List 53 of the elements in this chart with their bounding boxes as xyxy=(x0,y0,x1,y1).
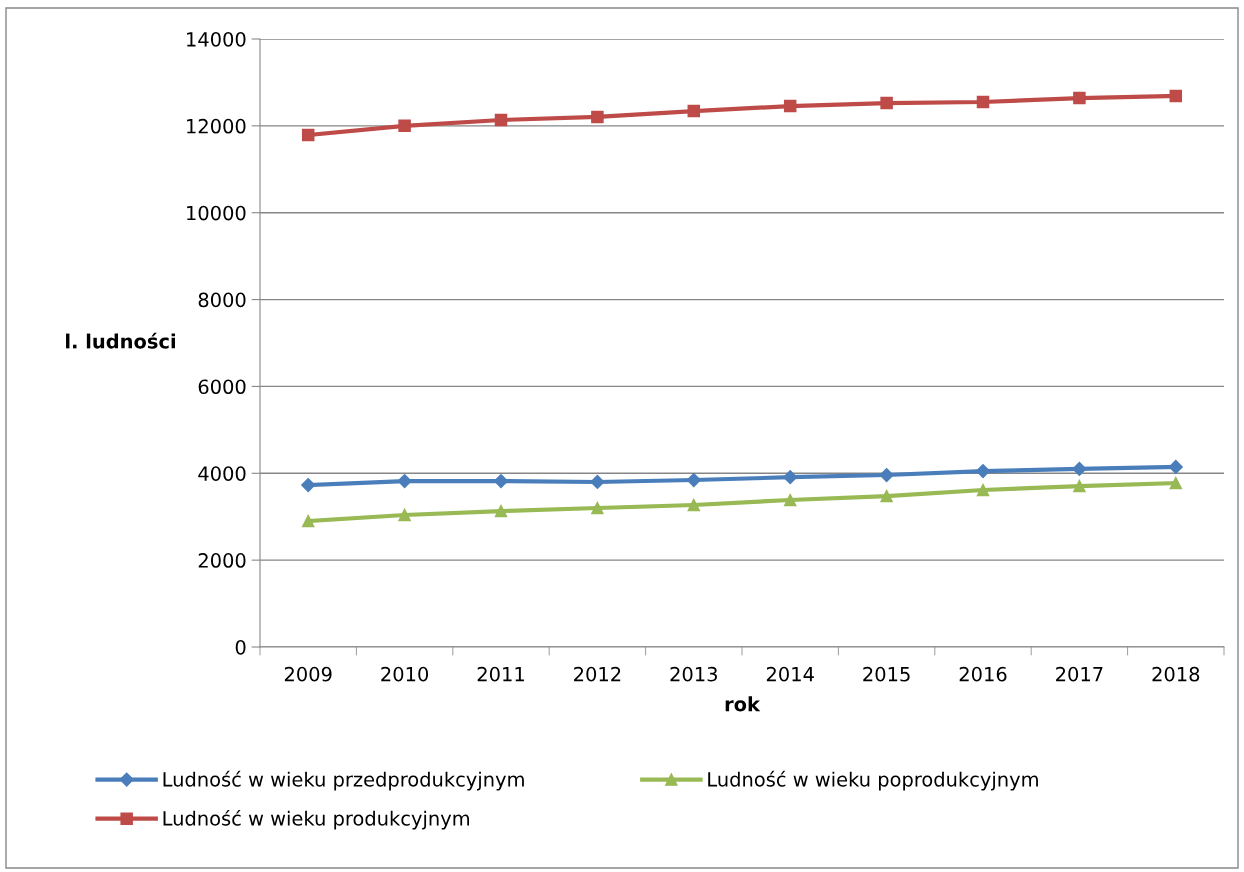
x-tick-label: 2015 xyxy=(863,666,910,682)
point xyxy=(976,483,990,497)
point xyxy=(1073,91,1086,105)
x-tick-label: 2012 xyxy=(574,666,621,682)
point xyxy=(686,472,701,488)
point xyxy=(976,95,990,109)
point xyxy=(783,470,798,485)
point xyxy=(880,489,893,503)
legend-label: Ludność w wieku przedprodukcyjnym xyxy=(163,770,524,791)
x-tick-label: 2017 xyxy=(1056,666,1103,682)
x-tick-label: 2011 xyxy=(477,666,524,682)
point xyxy=(1168,459,1183,475)
point xyxy=(591,110,604,124)
point xyxy=(301,128,315,142)
point xyxy=(398,119,411,133)
point xyxy=(590,474,605,490)
y-tick-label: 2000 xyxy=(198,553,246,568)
x-tick-label: 2016 xyxy=(959,666,1007,682)
legend-label: Ludność w wieku produkcyjnym xyxy=(163,809,469,830)
y-tick-label: 8000 xyxy=(198,292,246,308)
point xyxy=(494,504,508,518)
x-tick-label: 2009 xyxy=(284,666,332,682)
y-tick-label: 0 xyxy=(235,639,246,655)
point xyxy=(591,501,604,515)
point xyxy=(1072,461,1087,477)
point xyxy=(879,467,894,483)
point xyxy=(975,464,991,479)
y-tick-label: 10000 xyxy=(187,205,246,221)
x-tick-label: 2018 xyxy=(1152,666,1200,682)
y-tick-label: 14000 xyxy=(187,31,246,47)
x-tick-label: 2013 xyxy=(670,666,717,682)
point xyxy=(301,514,315,528)
point xyxy=(301,477,316,493)
point xyxy=(398,508,411,522)
point xyxy=(494,113,508,127)
point xyxy=(1169,89,1183,103)
x-tick-label: 2010 xyxy=(381,666,429,682)
point xyxy=(687,498,701,512)
legend-label: Ludność w wieku poprodukcyjnym xyxy=(708,770,1038,791)
point xyxy=(1073,479,1086,493)
x-tick-label: 2014 xyxy=(766,666,814,682)
point xyxy=(1169,476,1183,490)
point xyxy=(880,96,893,110)
y-axis-title: l. ludności xyxy=(66,332,175,349)
y-tick-label: 4000 xyxy=(198,466,246,481)
point xyxy=(783,493,797,507)
point xyxy=(493,474,509,489)
x-axis-title: rok xyxy=(725,696,761,712)
point xyxy=(397,474,412,489)
point xyxy=(783,99,797,113)
y-tick-label: 6000 xyxy=(198,379,246,395)
y-tick-label: 12000 xyxy=(187,118,246,134)
point xyxy=(687,104,701,118)
